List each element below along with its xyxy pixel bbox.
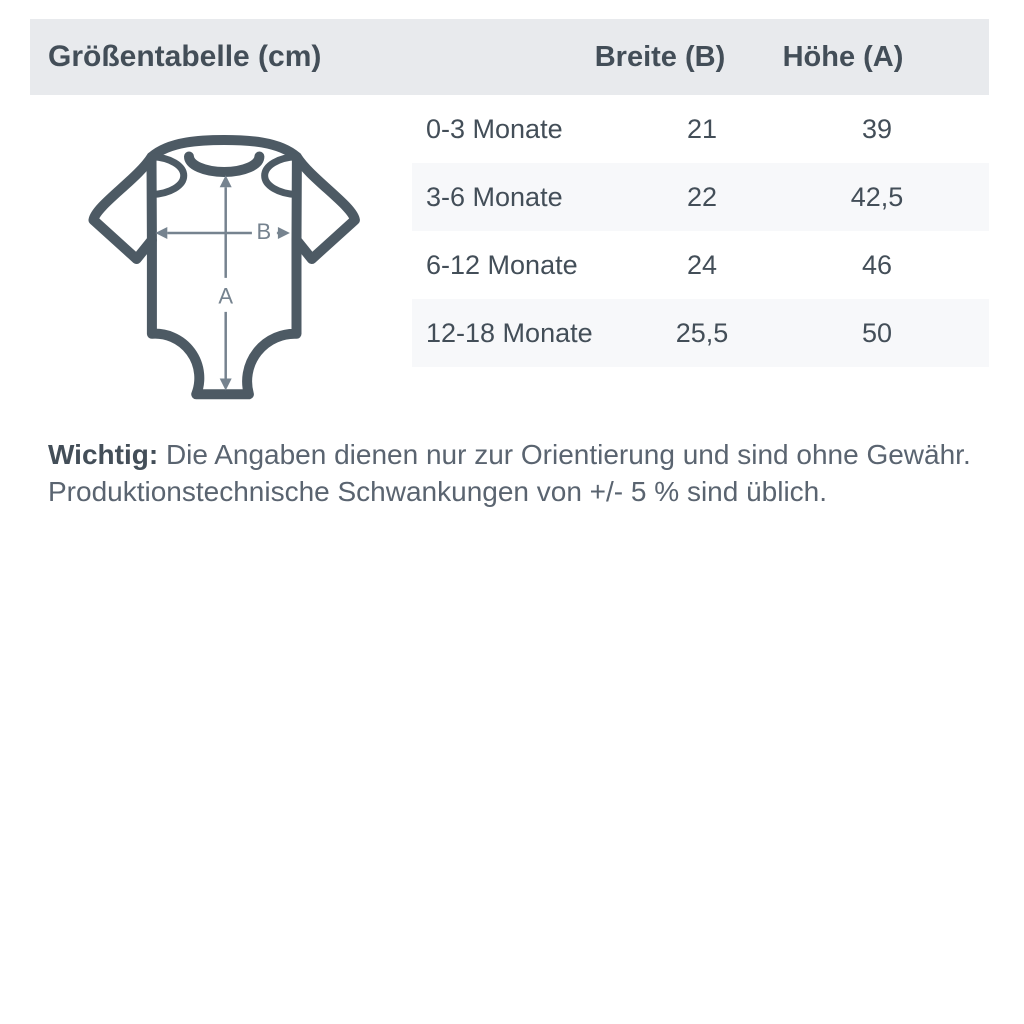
svg-text:B: B bbox=[257, 219, 272, 244]
svg-text:A: A bbox=[218, 284, 233, 309]
